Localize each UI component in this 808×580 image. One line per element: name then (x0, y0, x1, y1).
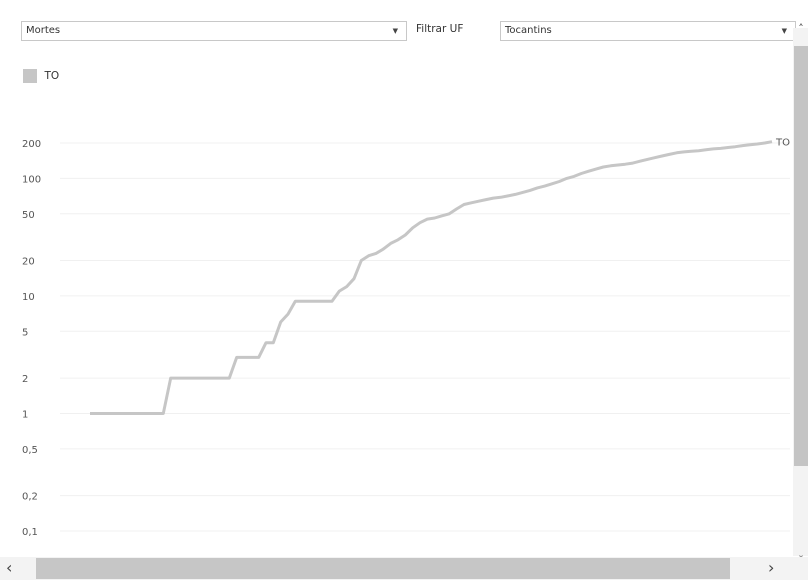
measure-select[interactable]: Mortes ▼ (21, 21, 407, 41)
y-tick-label: 10 (22, 292, 35, 303)
chart-legend[interactable]: TO (23, 69, 59, 85)
legend-swatch (23, 69, 37, 83)
y-tick-label: 20 (22, 257, 35, 268)
y-tick-label: 0,5 (22, 445, 38, 456)
filter-uf-label: Filtrar UF (416, 23, 464, 35)
y-tick-label: 200 (22, 139, 41, 150)
y-tick-label: 50 (22, 210, 35, 221)
dropdown-caret-icon: ▼ (392, 27, 398, 35)
y-tick-label: 100 (22, 174, 41, 185)
legend-label: TO (44, 70, 60, 82)
y-tick-label: 0,2 (22, 492, 38, 503)
vertical-scrollbar-thumb[interactable] (794, 46, 808, 466)
line-chart: 0,1 0,2 0,5 1 2 5 10 20 50 100 200 TO (22, 138, 790, 538)
series-end-label: TO (775, 138, 790, 149)
y-tick-label: 2 (22, 374, 28, 385)
chevron-right-icon[interactable]: › (768, 558, 775, 577)
series-line-to[interactable] (90, 140, 773, 415)
y-tick-label: 5 (22, 327, 28, 338)
uf-select[interactable]: Tocantins ▼ (500, 21, 796, 41)
y-tick-label: 1 (22, 409, 28, 420)
chevron-left-icon[interactable]: ‹ (6, 558, 13, 577)
horizontal-scrollbar-thumb[interactable] (36, 558, 730, 579)
y-tick-label: 0,1 (22, 527, 38, 538)
dropdown-caret-icon: ▼ (781, 27, 787, 35)
measure-select-value: Mortes (26, 25, 61, 36)
chevron-up-icon[interactable]: ˄ (798, 22, 804, 35)
uf-select-value: Tocantins (505, 25, 552, 36)
